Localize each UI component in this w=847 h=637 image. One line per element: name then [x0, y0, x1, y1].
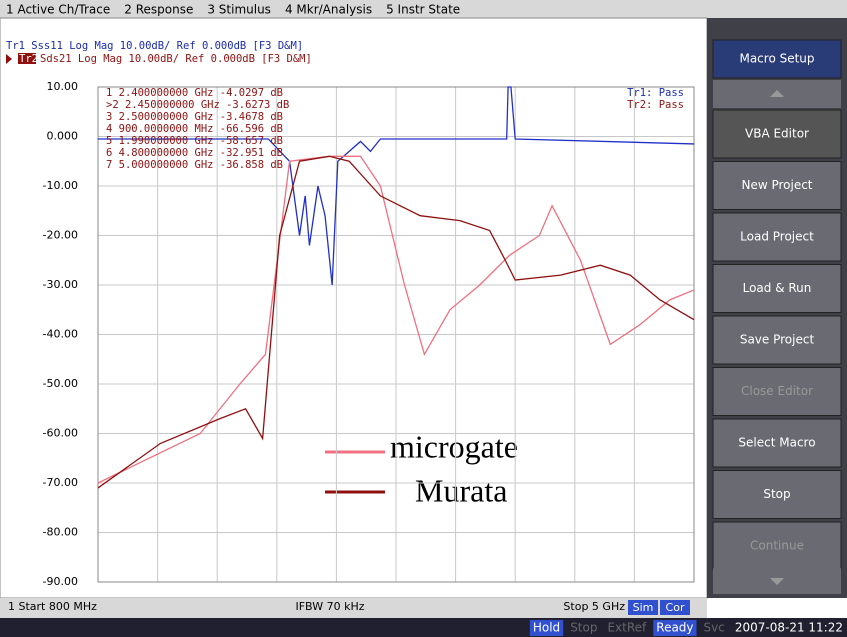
y-tick-label: -60.00 [43, 427, 78, 440]
trace2-tag: Tr2 [19, 53, 38, 65]
stop-label: Stop 5 GHz [563, 600, 625, 613]
status-bar [0, 618, 847, 637]
status-item: Svc [704, 621, 725, 635]
status-item: Ready [656, 621, 693, 635]
softkey[interactable] [712, 161, 842, 210]
sim-label: Sim [633, 601, 654, 614]
status-badge [653, 620, 697, 636]
softkey[interactable] [712, 39, 842, 79]
menu-item[interactable]: 3 Stimulus [207, 3, 271, 17]
trace [98, 86, 695, 286]
marker-row: 6 4.800000000 GHz -32.951 dB [106, 147, 283, 159]
menu-bar [0, 0, 847, 18]
legend-label: Murata [415, 472, 507, 508]
footer-bar [0, 598, 707, 618]
cor-label: Cor [666, 601, 685, 614]
y-tick-label: 0.000 [47, 130, 79, 143]
marker-row: 5 1.990000000 GHz -58.657 dB [106, 135, 283, 147]
y-tick-label: -70.00 [43, 476, 78, 489]
softkey-label[interactable]: Select Macro [738, 436, 815, 450]
softkey-label: Continue [750, 539, 804, 553]
y-tick-label: 10.00 [47, 80, 79, 93]
marker-row: 4 900.0000000 MHz -66.596 dB [106, 123, 283, 135]
trace2-tag-bg [18, 53, 36, 64]
legend-label: microgate [390, 428, 518, 464]
softkey-label[interactable]: Stop [763, 487, 790, 501]
softkey[interactable] [712, 109, 842, 159]
plot-frame [97, 86, 695, 583]
sim-badge [628, 600, 658, 615]
menu-item[interactable]: 1 Active Ch/Trace [6, 3, 110, 17]
status-item: 2007-08-21 11:22 [735, 621, 843, 635]
pass-text: Tr1: Pass [627, 87, 684, 99]
y-tick-label: -80.00 [43, 526, 78, 539]
status-item: Stop [570, 621, 597, 635]
trace2-header: Sds21 Log Mag 10.00dB/ Ref 0.000dB [F3 D… [40, 53, 312, 65]
y-tick-label: -10.00 [43, 179, 78, 192]
softkey[interactable] [712, 212, 842, 262]
softkey-label[interactable]: Macro Setup [739, 52, 814, 66]
softkey-label[interactable]: Save Project [740, 333, 815, 347]
start-label: 1 Start 800 MHz [8, 600, 97, 613]
softkey[interactable] [712, 470, 842, 519]
softkey[interactable] [712, 264, 842, 313]
menu-item[interactable]: 2 Response [124, 3, 193, 17]
menu-item[interactable]: 4 Mkr/Analysis [285, 3, 372, 17]
softkey[interactable] [712, 418, 842, 468]
softkey-label[interactable]: New Project [741, 178, 812, 192]
softkey-label[interactable]: VBA Editor [745, 127, 809, 141]
y-tick-label: -20.00 [43, 229, 78, 242]
softkey-label[interactable]: Load & Run [743, 281, 812, 295]
pass-text: Tr2: Pass [627, 99, 684, 111]
up-arrow [770, 90, 784, 97]
status-item: Hold [533, 621, 560, 635]
marker-row: 1 2.400000000 GHz -4.0297 dB [106, 87, 283, 99]
trace1-header: Tr1 Sss11 Log Mag 10.00dB/ Ref 0.000dB [… [6, 40, 303, 52]
chart-panel [0, 17, 708, 599]
softkey-label[interactable]: Load Project [740, 230, 814, 244]
trace [97, 155, 695, 489]
marker-row: >2 2.450000000 GHz -3.6273 dB [106, 99, 289, 111]
softkey [712, 367, 842, 416]
softkey[interactable] [712, 315, 842, 365]
active-arrow [6, 54, 12, 64]
y-tick-label: -50.00 [43, 377, 78, 390]
y-tick-label: -30.00 [43, 278, 78, 291]
softkey-label: Close Editor [741, 384, 813, 398]
marker-row: 7 5.000000000 GHz -36.858 dB [106, 159, 283, 171]
trace [97, 155, 695, 484]
ifbw-label: IFBW 70 kHz [295, 600, 364, 613]
status-badge [529, 620, 564, 636]
softkey [712, 521, 842, 571]
y-tick-label: -40.00 [43, 328, 78, 341]
down-arrow [770, 578, 784, 585]
status-item: ExtRef [607, 621, 647, 635]
y-tick-label: -90.00 [43, 575, 78, 588]
marker-row: 3 2.500000000 GHz -3.4678 dB [106, 111, 283, 123]
cor-badge [660, 600, 690, 615]
menu-item[interactable]: 5 Instr State [386, 3, 460, 17]
